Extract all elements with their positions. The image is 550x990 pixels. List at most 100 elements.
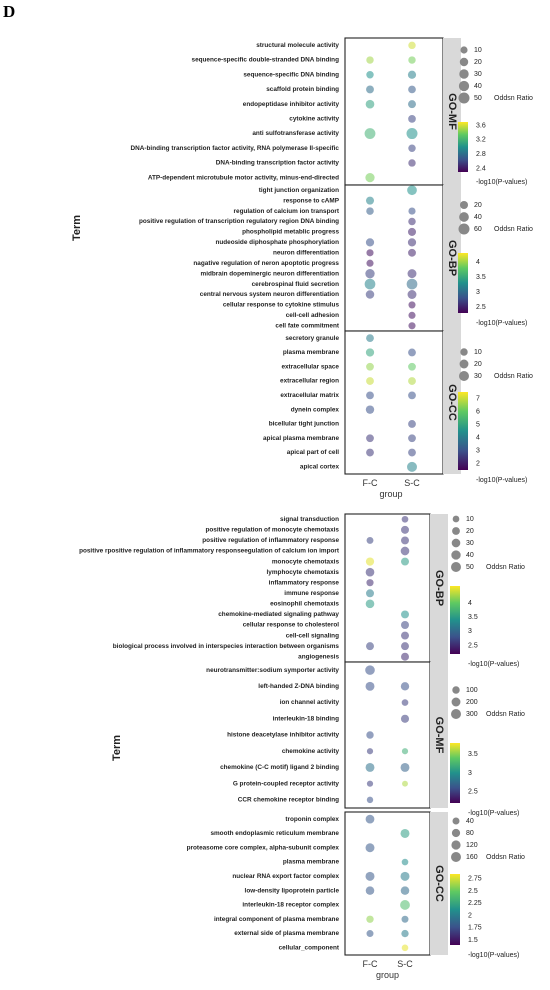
data-point xyxy=(365,814,375,824)
term-label: endopeptidase inhibitor activity xyxy=(243,101,340,108)
x-tick-label: S-C xyxy=(397,959,413,969)
term-label: cell-cell adhesion xyxy=(286,312,339,319)
size-legend-dot xyxy=(460,348,468,356)
size-legend-value: 10 xyxy=(474,349,482,356)
data-point xyxy=(366,589,374,598)
colorbar-tick: 2.5 xyxy=(468,789,478,796)
colorbar-title: -log10(P-values) xyxy=(468,661,519,668)
size-legend-value: 10 xyxy=(474,47,482,54)
size-legend-value: 20 xyxy=(466,528,474,535)
data-point xyxy=(408,362,416,371)
size-legend-value: 20 xyxy=(474,59,482,66)
term-label: chemokine (C-C motif) ligand 2 binding xyxy=(220,764,339,771)
term-label: integral component of plasma membrane xyxy=(214,916,339,923)
data-point xyxy=(366,780,374,787)
size-legend-value: 40 xyxy=(474,214,482,221)
data-point xyxy=(365,405,375,414)
term-label: extracellular space xyxy=(281,363,339,370)
data-point xyxy=(408,348,416,357)
data-point xyxy=(401,610,409,619)
data-point xyxy=(400,900,410,910)
data-point xyxy=(364,278,376,290)
panel-strip xyxy=(430,662,448,808)
data-point xyxy=(366,642,374,651)
term-label: apical cortex xyxy=(300,464,340,471)
data-point xyxy=(408,434,416,443)
panel-frame xyxy=(344,37,444,186)
data-point xyxy=(366,85,374,94)
colorbar-tick: 4 xyxy=(476,434,480,441)
panel-frame xyxy=(344,513,431,663)
term-label: ATP-dependent microtubule motor activity… xyxy=(148,174,339,181)
x-axis-title: group xyxy=(379,489,402,499)
panel-frame xyxy=(344,811,431,956)
term-label: nudeoside diphosphate phosphorylation xyxy=(215,239,339,246)
data-point xyxy=(365,762,375,772)
colorbar-tick: 2 xyxy=(468,912,472,919)
term-label: bicellular tight junction xyxy=(269,421,339,428)
panel-label: GO-CC xyxy=(446,384,458,421)
size-legend-dot xyxy=(451,709,461,719)
colorbar-tick: 1.5 xyxy=(468,937,478,944)
colorbar xyxy=(450,874,460,945)
term-label: extracellular region xyxy=(280,378,339,385)
data-point xyxy=(407,70,417,79)
colorbar-title: -log10(P-values) xyxy=(476,320,527,327)
term-label: positive regulation of monocyte chemotax… xyxy=(205,527,339,534)
term-label: cell-cell signaling xyxy=(286,632,339,639)
term-label: extracellular matrix xyxy=(280,392,339,399)
data-point xyxy=(401,652,409,661)
size-legend-value: 160 xyxy=(466,854,478,861)
size-legend-dot xyxy=(459,57,469,67)
data-point xyxy=(400,762,410,772)
data-point xyxy=(408,420,416,428)
data-point xyxy=(407,185,417,196)
size-legend-title: Oddsn Ratio xyxy=(486,564,525,571)
size-legend-title: Oddsn Ratio xyxy=(494,226,533,233)
data-point xyxy=(406,278,418,290)
data-point xyxy=(407,290,417,299)
panel-frame xyxy=(344,661,431,809)
panel-strip xyxy=(443,331,461,474)
size-legend-value: 40 xyxy=(474,83,482,90)
term-label: eosinophil chemotaxis xyxy=(270,601,339,608)
data-point xyxy=(365,665,375,675)
colorbar-tick: 3.6 xyxy=(476,122,486,129)
colorbar-tick: 7 xyxy=(476,395,480,402)
data-point xyxy=(366,56,374,64)
colorbar-tick: 4 xyxy=(476,259,480,266)
data-point xyxy=(408,448,416,457)
term-label: apical plasma membrane xyxy=(263,435,339,442)
colorbar xyxy=(450,586,460,654)
term-label: proteasome core complex, alpha-subunit c… xyxy=(187,844,340,851)
size-legend-dot xyxy=(451,840,461,850)
size-legend-dot xyxy=(451,828,461,838)
data-point xyxy=(366,71,374,79)
colorbar-tick: 3.5 xyxy=(476,274,486,281)
colorbar-tick: 3 xyxy=(468,770,472,777)
colorbar xyxy=(458,122,468,172)
data-point xyxy=(401,915,409,923)
data-point xyxy=(401,536,409,545)
panel-frame xyxy=(344,330,444,475)
data-point xyxy=(365,567,375,577)
data-point xyxy=(408,85,416,94)
size-legend-dot xyxy=(451,852,461,862)
size-legend-dot xyxy=(452,515,460,523)
term-label: tight junction organization xyxy=(259,187,339,194)
data-point xyxy=(366,334,374,343)
term-label: smooth endoplasmic reticulum membrane xyxy=(210,830,339,837)
size-legend-dot xyxy=(459,69,469,79)
term-label: left-handed Z-DNA binding xyxy=(258,683,339,690)
data-point xyxy=(408,248,416,257)
term-label: cellular_component xyxy=(279,945,340,952)
data-point xyxy=(408,311,416,319)
term-label: cellular response to cholesterol xyxy=(243,622,339,629)
size-legend-value: 80 xyxy=(466,830,474,837)
size-legend-value: 300 xyxy=(466,711,478,718)
data-point xyxy=(366,915,374,923)
data-point xyxy=(365,99,375,109)
size-legend-dot xyxy=(452,686,460,694)
data-point xyxy=(400,886,410,895)
